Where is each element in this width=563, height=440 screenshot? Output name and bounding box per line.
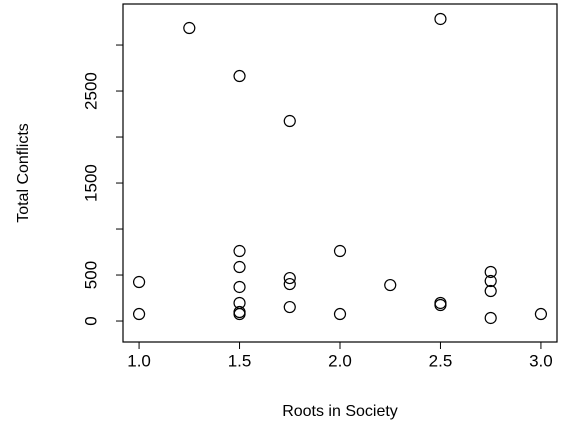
point xyxy=(434,298,447,312)
point xyxy=(233,280,246,294)
x-tick-label: 2.5 xyxy=(429,351,453,370)
point xyxy=(534,307,548,321)
point xyxy=(283,271,296,285)
point xyxy=(283,277,296,291)
point xyxy=(233,260,246,274)
point xyxy=(132,307,146,321)
point xyxy=(333,307,347,321)
point xyxy=(283,114,296,128)
point xyxy=(283,300,296,314)
point xyxy=(233,307,246,321)
y-axis-label: Total Conflicts xyxy=(15,123,32,223)
y-tick-label: 0 xyxy=(81,316,100,325)
point xyxy=(484,311,497,325)
x-tick-label: 1.5 xyxy=(228,351,252,370)
point xyxy=(484,284,497,298)
x-axis-label: Roots in Society xyxy=(282,403,398,420)
point xyxy=(233,244,246,258)
x-tick-label: 2.0 xyxy=(328,351,352,370)
point xyxy=(183,21,196,35)
x-tick-label: 1.0 xyxy=(127,351,151,370)
y-tick-label: 1500 xyxy=(81,164,100,202)
point xyxy=(132,275,146,289)
point xyxy=(233,69,246,83)
point xyxy=(434,12,447,26)
plot-frame xyxy=(122,3,558,343)
y-tick-label: 500 xyxy=(81,261,100,289)
y-tick-label: 2500 xyxy=(81,72,100,110)
point xyxy=(333,244,347,258)
point xyxy=(484,265,497,279)
x-tick-label: 3.0 xyxy=(529,351,553,370)
point xyxy=(384,278,397,292)
point xyxy=(484,274,497,288)
